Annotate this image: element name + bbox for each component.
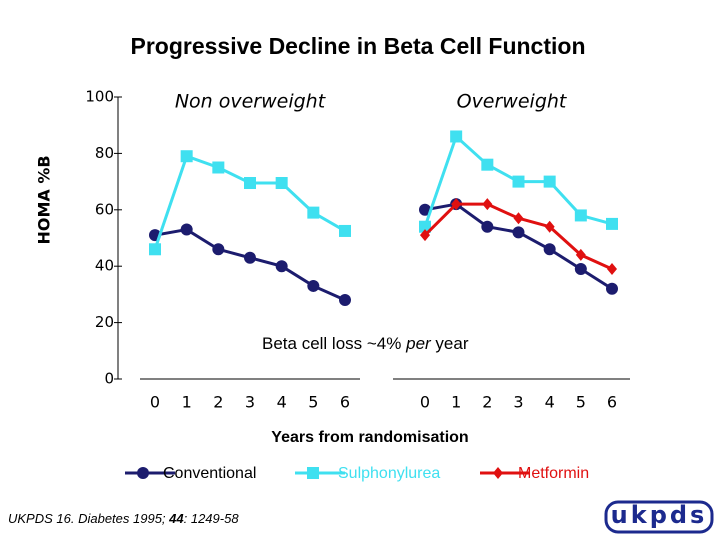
point <box>149 243 161 256</box>
legend-marker <box>493 467 503 479</box>
x-tick-label: 3 <box>513 393 523 412</box>
point <box>419 203 431 216</box>
point <box>574 209 587 222</box>
point <box>244 251 256 264</box>
point <box>307 206 320 219</box>
point <box>544 220 555 233</box>
point <box>275 260 288 273</box>
point <box>339 224 351 237</box>
x-tick-label: 3 <box>245 393 255 412</box>
point <box>607 263 617 276</box>
citation: UKPDS 16. Diabetes 1995; 44: 1249-58 <box>8 511 239 526</box>
point <box>482 198 493 211</box>
annotation-text: year <box>431 334 469 353</box>
point <box>180 223 193 236</box>
x-tick-label: 6 <box>340 393 350 412</box>
point <box>212 243 225 256</box>
point <box>420 229 430 242</box>
point <box>543 175 556 188</box>
y-tick-label: 20 <box>95 313 114 331</box>
x-axis-label: Years from randomisation <box>271 429 468 446</box>
y-tick-label: 100 <box>85 88 114 106</box>
point <box>275 177 288 190</box>
point <box>606 282 618 295</box>
series-line <box>153 154 346 250</box>
y-tick-label: 40 <box>95 257 114 275</box>
annotation-text: Beta cell loss ~4% <box>262 334 406 353</box>
point <box>481 158 494 171</box>
point <box>513 212 524 225</box>
point <box>512 226 525 239</box>
point <box>574 263 587 276</box>
y-axis-label: HOMA %B <box>35 155 54 244</box>
point <box>307 279 320 292</box>
x-tick-label: 0 <box>150 393 160 412</box>
point <box>575 248 586 261</box>
citation-text: 44 <box>168 511 184 526</box>
logo-frame <box>604 500 714 534</box>
legend-marker <box>307 467 319 479</box>
citation-text: UKPDS 16. Diabetes 1995; <box>8 511 169 526</box>
x-tick-label: 5 <box>308 393 318 412</box>
point <box>339 294 351 307</box>
x-tick-label: 4 <box>545 393 555 412</box>
point <box>419 220 431 233</box>
y-tick-label: 60 <box>95 200 114 218</box>
y-tick-label: 80 <box>95 144 114 162</box>
y-tick-label: 0 <box>104 370 114 388</box>
point <box>451 198 462 211</box>
point <box>212 161 225 174</box>
x-tick-label: 1 <box>182 393 192 412</box>
point <box>606 217 618 230</box>
x-tick-label: 1 <box>451 393 461 412</box>
panel-title: Non overweight <box>175 91 327 113</box>
legend-label: Metformin <box>518 465 589 482</box>
panel-title: Overweight <box>457 91 568 113</box>
x-tick-label: 2 <box>213 393 223 412</box>
x-tick-label: 0 <box>420 393 430 412</box>
logo: ukpds <box>611 501 708 529</box>
citation-text: : 1249-58 <box>184 511 240 526</box>
point <box>481 220 494 233</box>
legend-label: Sulphonylurea <box>338 465 440 482</box>
x-tick-label: 4 <box>277 393 287 412</box>
point <box>543 243 556 256</box>
x-tick-label: 6 <box>607 393 617 412</box>
x-tick-label: 2 <box>482 393 492 412</box>
x-tick-label: 5 <box>576 393 586 412</box>
legend-label: Conventional <box>163 465 256 482</box>
annotation-text: per <box>405 334 432 353</box>
point <box>244 177 256 190</box>
point <box>450 130 463 143</box>
point <box>180 150 193 163</box>
legend-marker <box>137 467 149 479</box>
chart-title: Progressive Decline in Beta Cell Functio… <box>130 33 585 59</box>
point <box>512 175 525 188</box>
annotation: Beta cell loss ~4% per year <box>262 334 469 353</box>
